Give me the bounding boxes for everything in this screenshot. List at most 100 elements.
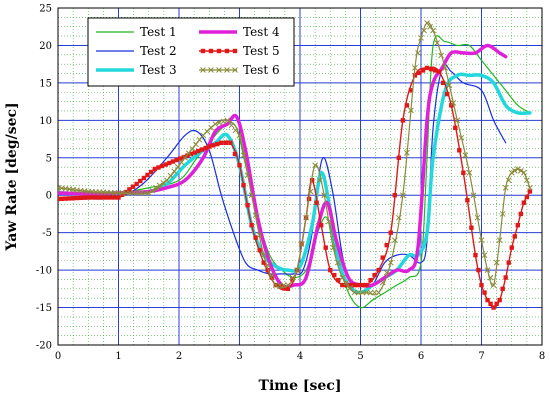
series-point-test-5 <box>494 301 499 307</box>
series-point-test-5 <box>424 65 430 71</box>
series-point-test-5 <box>469 225 474 230</box>
y-tick-label: 25 <box>39 4 52 15</box>
series-point-test-5 <box>70 196 76 201</box>
series-point-test-5 <box>203 145 208 151</box>
series-point-test-6 <box>462 152 469 159</box>
series-point-test-5 <box>465 198 470 203</box>
series-point-test-6 <box>454 117 461 124</box>
series-point-test-5 <box>518 211 524 217</box>
series-point-test-5 <box>215 141 220 147</box>
series-point-test-5 <box>58 196 61 202</box>
series-point-test-5 <box>491 305 496 310</box>
series-point-test-6 <box>391 237 398 244</box>
series-point-test-6 <box>325 218 332 225</box>
series-point-test-5 <box>461 170 466 175</box>
series-point-test-6 <box>268 272 275 278</box>
series-layer <box>58 20 533 310</box>
series-point-test-6 <box>470 192 477 199</box>
series-point-test-5 <box>318 222 324 228</box>
series-point-test-5 <box>145 172 150 178</box>
series-point-test-5 <box>199 147 205 152</box>
series-point-test-5 <box>336 277 341 283</box>
series-point-test-5 <box>188 151 194 157</box>
y-tick-label: -20 <box>36 341 52 352</box>
series-point-test-6 <box>487 274 494 281</box>
series-point-test-5 <box>412 73 418 78</box>
series-point-test-5 <box>108 195 114 200</box>
series-point-test-6 <box>505 177 512 184</box>
series-point-test-5 <box>207 144 212 149</box>
series-test-6 <box>58 20 533 296</box>
x-tick-label: 7 <box>478 351 484 362</box>
series-point-test-5 <box>515 222 520 228</box>
series-point-test-5 <box>257 247 262 253</box>
series-point-test-6 <box>260 252 267 258</box>
x-tick-label: 8 <box>539 351 545 362</box>
series-point-test-6 <box>424 20 430 26</box>
series-point-test-5 <box>428 66 434 72</box>
series-point-test-6 <box>307 188 314 195</box>
series-point-test-5 <box>500 286 505 292</box>
series-point-test-5 <box>253 235 258 240</box>
series-test-3 <box>58 72 532 295</box>
series-point-test-5 <box>156 165 161 170</box>
series-point-test-6 <box>379 279 386 286</box>
series-point-test-5 <box>163 162 168 167</box>
legend-box <box>87 17 295 87</box>
series-point-test-6 <box>375 289 382 296</box>
series-point-test-6 <box>496 237 503 244</box>
series-point-test-5 <box>59 196 64 201</box>
y-axis-title: Yaw Rate [deg/sec] <box>4 102 20 251</box>
series-point-test-5 <box>223 140 229 145</box>
legend-label-test-2: Test 2 <box>140 44 177 58</box>
series-point-test-5 <box>376 267 381 273</box>
series-point-test-6 <box>427 23 433 30</box>
series-point-test-5 <box>521 200 527 205</box>
series-point-test-6 <box>160 179 167 186</box>
series-point-test-6 <box>481 252 488 258</box>
series-point-test-6 <box>303 214 309 221</box>
series-point-test-6 <box>499 211 506 217</box>
series-point-test-6 <box>193 141 199 148</box>
legend-item-test-1: Test 1 <box>96 25 177 39</box>
series-point-test-5 <box>89 195 95 200</box>
y-tick-label: 10 <box>39 116 52 127</box>
series-point-test-6 <box>527 184 533 191</box>
series-point-test-5 <box>356 282 361 288</box>
series-point-test-5 <box>134 181 139 187</box>
series-point-test-6 <box>316 177 323 184</box>
series-point-test-6 <box>236 132 243 139</box>
series-point-test-5 <box>159 163 165 169</box>
legend-marker-test-5 <box>216 48 222 54</box>
x-tick-label: 6 <box>418 351 424 362</box>
series-point-test-6 <box>248 192 255 199</box>
series-point-test-6 <box>321 192 328 199</box>
series-point-test-6 <box>149 187 156 194</box>
series-point-test-6 <box>430 27 436 34</box>
series-point-test-5 <box>384 242 389 248</box>
series-point-test-5 <box>138 178 143 184</box>
series-point-test-5 <box>93 195 99 200</box>
series-point-test-5 <box>97 195 102 200</box>
legend-marker-test-5 <box>200 48 206 54</box>
series-point-test-5 <box>352 282 357 288</box>
axis-ticks: 0 1 2 3 4 5 6 7 8 -20 -15 -10 -5 0 5 10 15 20 25 <box>36 4 545 363</box>
series-point-test-6 <box>511 168 518 174</box>
series-point-test-5 <box>380 255 385 260</box>
legend: Test 1 Test 2 Test 3 Test 4 Test 5 Test 6 <box>87 17 295 87</box>
series-point-test-5 <box>261 260 266 265</box>
series-point-test-5 <box>82 195 87 200</box>
series-point-test-6 <box>185 150 192 157</box>
series-point-test-6 <box>514 166 521 172</box>
series-point-test-6 <box>343 279 350 286</box>
series-point-test-5 <box>396 155 402 160</box>
series-point-test-6 <box>387 259 394 266</box>
series-test-5 <box>58 65 533 310</box>
series-point-test-5 <box>512 234 517 239</box>
legend-label-test-6: Test 6 <box>243 63 280 77</box>
series-point-test-6 <box>244 172 251 179</box>
series-point-test-5 <box>314 200 319 205</box>
series-point-test-5 <box>174 157 179 163</box>
legend-label-test-4: Test 4 <box>243 25 280 39</box>
series-point-test-6 <box>395 214 402 221</box>
